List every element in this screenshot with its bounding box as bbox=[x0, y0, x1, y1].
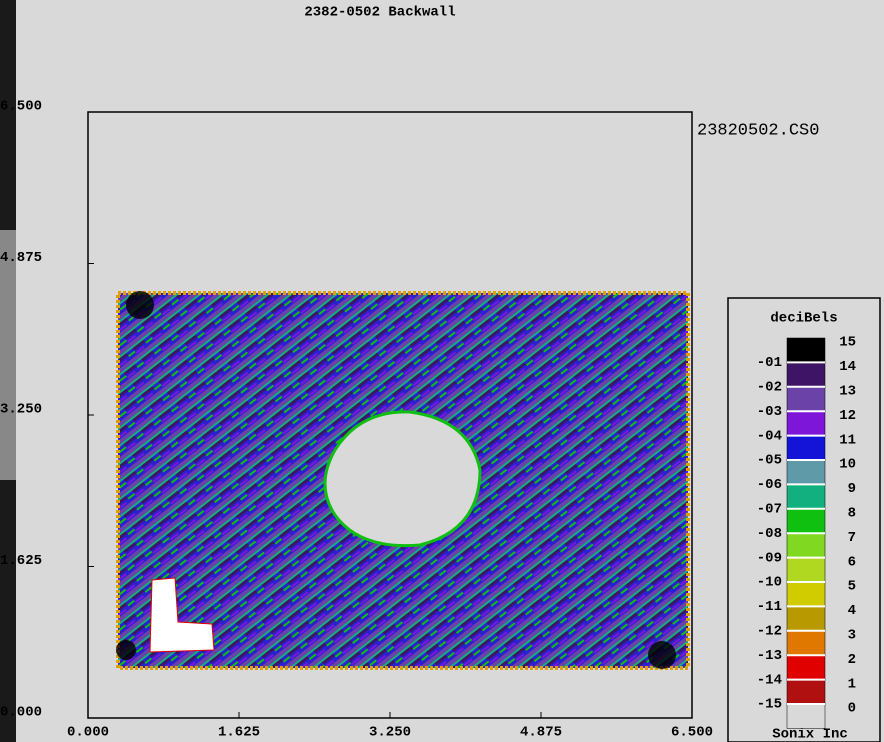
side-photo bbox=[0, 230, 16, 480]
scan-corner bbox=[116, 640, 136, 660]
colorbar-title: deciBels bbox=[770, 311, 837, 327]
colorbar-value: 13 bbox=[839, 384, 856, 400]
colorbar-threshold: -01 bbox=[757, 355, 782, 371]
colorbar-swatch bbox=[786, 459, 826, 485]
colorbar-threshold: -12 bbox=[757, 624, 782, 640]
colorbar-swatch bbox=[786, 654, 826, 680]
colorbar-threshold: -09 bbox=[757, 550, 782, 566]
colorbar-value: 6 bbox=[848, 554, 856, 570]
colorbar-threshold: -11 bbox=[757, 599, 782, 615]
credit: Sonix Inc bbox=[772, 727, 848, 742]
scan-hole bbox=[323, 410, 482, 548]
colorbar-value: 4 bbox=[848, 603, 856, 619]
colorbar-threshold: -04 bbox=[757, 428, 782, 444]
x-tick-label: 0.000 bbox=[67, 725, 109, 741]
y-tick-label: 0.000 bbox=[0, 705, 42, 721]
y-tick-label: 3.250 bbox=[0, 402, 42, 418]
colorbar-threshold: -07 bbox=[757, 502, 782, 518]
colorbar-threshold: -05 bbox=[757, 453, 782, 469]
x-tick-label: 6.500 bbox=[671, 725, 713, 741]
colorbar-swatch bbox=[786, 557, 826, 583]
colorbar-threshold: -08 bbox=[757, 526, 782, 542]
colorbar-threshold: -14 bbox=[757, 672, 782, 688]
y-tick-label: 6.500 bbox=[0, 99, 42, 115]
colorbar-swatch bbox=[786, 362, 826, 388]
colorbar-value: 10 bbox=[839, 457, 856, 473]
colorbar-value: 12 bbox=[839, 408, 856, 424]
colorbar-value: 8 bbox=[848, 506, 856, 522]
colorbar-swatch bbox=[786, 410, 826, 436]
colorbar-swatch bbox=[786, 703, 826, 729]
file-name: 23820502.CS0 bbox=[697, 121, 819, 140]
colorbar-value: 2 bbox=[848, 652, 856, 668]
colorbar-swatch bbox=[786, 484, 826, 510]
colorbar-threshold: -13 bbox=[757, 648, 782, 664]
scan-area bbox=[116, 291, 690, 670]
colorbar-value: 11 bbox=[839, 432, 856, 448]
colorbar-swatch bbox=[786, 532, 826, 558]
colorbar-swatch bbox=[786, 386, 826, 412]
y-tick-label: 4.875 bbox=[0, 250, 42, 266]
colorbar-swatch bbox=[786, 679, 826, 705]
chart-title: 2382-0502 Backwall bbox=[304, 5, 455, 21]
scan-corner bbox=[126, 291, 154, 319]
scan-void bbox=[149, 577, 215, 653]
colorbar-value: 14 bbox=[839, 359, 856, 375]
colorbar-value: 0 bbox=[848, 701, 856, 717]
colorbar-value: 5 bbox=[848, 579, 856, 595]
colorbar-value: 7 bbox=[848, 530, 856, 546]
y-tick-label: 1.625 bbox=[0, 553, 42, 569]
colorbar-swatch bbox=[786, 435, 826, 461]
colorbar-threshold: -03 bbox=[757, 404, 782, 420]
colorbar-threshold: -02 bbox=[757, 380, 782, 396]
x-tick-label: 4.875 bbox=[520, 725, 562, 741]
colorbar-threshold: -15 bbox=[757, 697, 782, 713]
colorbar-swatch bbox=[786, 606, 826, 632]
colorbar-value: 3 bbox=[848, 628, 856, 644]
colorbar-swatch bbox=[786, 581, 826, 607]
colorbar-value: 15 bbox=[839, 335, 856, 351]
colorbar-swatch bbox=[786, 630, 826, 656]
x-tick-label: 3.250 bbox=[369, 725, 411, 741]
colorbar-threshold: -06 bbox=[757, 477, 782, 493]
x-tick-label: 1.625 bbox=[218, 725, 260, 741]
scan-corner bbox=[648, 641, 676, 669]
colorbar-value: 1 bbox=[848, 676, 856, 692]
colorbar-swatch bbox=[786, 508, 826, 534]
colorbar-swatch bbox=[786, 337, 826, 363]
colorbar-value: 9 bbox=[848, 481, 856, 497]
colorbar-threshold: -10 bbox=[757, 575, 782, 591]
